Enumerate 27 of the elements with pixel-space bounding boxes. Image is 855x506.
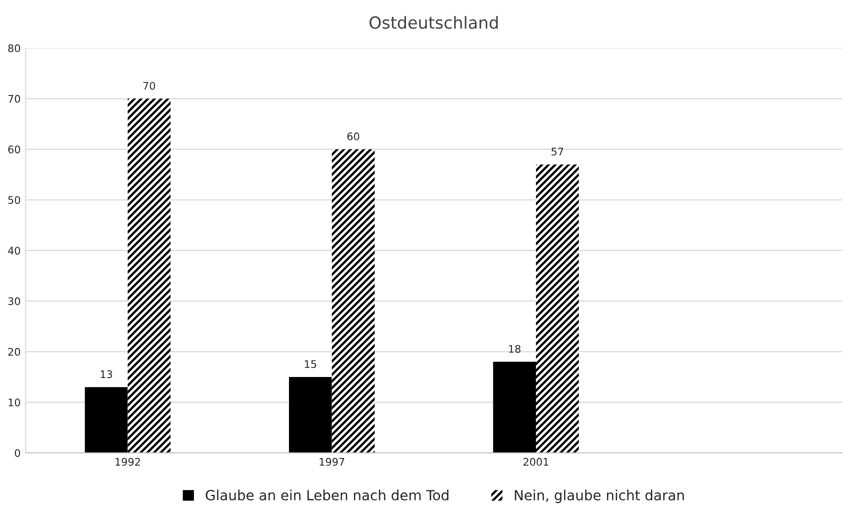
data-label: 60 xyxy=(347,132,360,140)
x-tick-label: 1992 xyxy=(116,458,140,466)
bar xyxy=(536,164,579,453)
x-tick-label: 2001 xyxy=(523,458,548,466)
y-tick-label: 30 xyxy=(8,297,20,306)
y-tick-label: 80 xyxy=(8,44,20,52)
y-tick-label: 60 xyxy=(8,145,20,154)
bar xyxy=(84,387,128,453)
bar xyxy=(288,376,332,453)
data-label: 15 xyxy=(304,360,316,368)
legend-label: Glaube an ein Leben nach dem Tod xyxy=(206,490,448,500)
bar xyxy=(493,362,536,453)
legend-label: Nein, glaube nicht daran xyxy=(514,490,684,504)
y-tick-label: 10 xyxy=(8,398,20,406)
y-tick-label: 70 xyxy=(8,94,20,103)
y-tick-label: 0 xyxy=(14,449,20,457)
data-label: 57 xyxy=(552,148,564,156)
y-tick-label: 40 xyxy=(8,246,20,255)
chart-title: Ostdeutschland xyxy=(370,16,498,29)
data-label: 18 xyxy=(509,344,520,353)
y-tick-label: 50 xyxy=(8,196,20,204)
bar xyxy=(332,149,375,453)
data-label: 13 xyxy=(100,370,112,378)
bar xyxy=(128,98,171,453)
x-tick-label: 1997 xyxy=(320,458,344,466)
data-label: 70 xyxy=(143,82,156,90)
y-tick-label: 20 xyxy=(8,348,20,356)
